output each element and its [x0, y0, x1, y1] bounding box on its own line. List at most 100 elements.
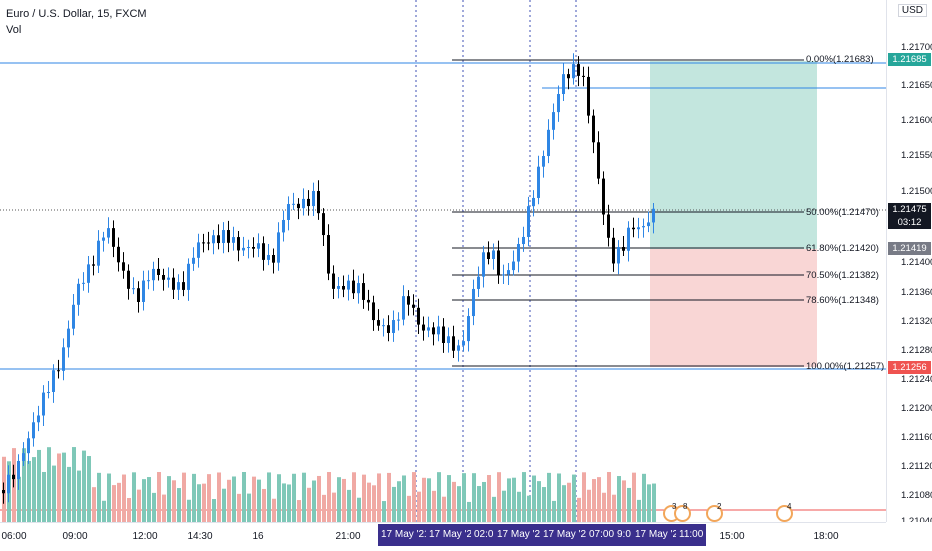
- candle-body: [27, 438, 30, 454]
- candle-body: [482, 252, 485, 277]
- volume-bar: [627, 487, 631, 522]
- time-chip[interactable]: 11:00: [676, 524, 707, 546]
- time-chip[interactable]: 17 May '21: [426, 524, 481, 546]
- volume-bar: [572, 474, 576, 522]
- chart-area[interactable]: Euro / U.S. Dollar, 15, FXCM Vol 0.00%(1…: [0, 0, 886, 522]
- candle-body: [472, 288, 475, 317]
- volume-bar: [242, 472, 246, 522]
- bar-countdown: 03:12: [897, 217, 922, 228]
- candle-body: [562, 74, 565, 95]
- volume-bar: [452, 481, 456, 522]
- volume-bar: [87, 456, 91, 522]
- volume-bar: [517, 491, 521, 522]
- currency-selector[interactable]: USD: [897, 4, 927, 17]
- economic-event-flag-icon[interactable]: [776, 505, 793, 522]
- symbol-title[interactable]: Euro / U.S. Dollar, 15, FXCM: [6, 8, 147, 20]
- volume-bar: [282, 483, 286, 522]
- candle-body: [342, 286, 345, 290]
- candle-body: [337, 286, 340, 289]
- volume-bar: [407, 495, 411, 522]
- candle-body: [57, 370, 60, 372]
- current-price-tag: 1.21475 03:12: [888, 203, 931, 229]
- price-axis[interactable]: USD 1.21700 1.21650 1.21600 1.21550 1.21…: [886, 0, 932, 527]
- volume-bar: [172, 480, 176, 522]
- volume-bar: [587, 489, 591, 522]
- price-tick: 1.21200: [901, 403, 932, 414]
- volume-bar: [477, 486, 481, 522]
- candle-body: [492, 250, 495, 259]
- volume-indicator-label[interactable]: Vol: [6, 24, 22, 36]
- volume-bar: [222, 488, 226, 522]
- target-zone[interactable]: [650, 61, 817, 249]
- axis-corner: [886, 522, 932, 550]
- candle-body: [227, 230, 230, 243]
- stop-zone[interactable]: [650, 249, 817, 367]
- volume-bar: [612, 494, 616, 522]
- time-chip[interactable]: 17 May '21: [540, 524, 595, 546]
- volume-bar: [72, 447, 76, 522]
- time-axis[interactable]: 06:00 09:00 12:00 14:30 16 21:00 15:00 1…: [0, 522, 886, 551]
- candle-body: [207, 242, 210, 244]
- event-count: 2: [717, 502, 722, 511]
- candle-body: [282, 219, 285, 233]
- candle-body: [157, 268, 160, 276]
- candle-body: [262, 243, 265, 260]
- volume-bar: [127, 497, 131, 522]
- candle-body: [297, 203, 300, 209]
- volume-bar: [632, 472, 636, 522]
- price-chart[interactable]: [0, 0, 886, 522]
- fib-label-61-8: 61.80%(1.21420): [806, 243, 879, 254]
- candle-body: [422, 324, 425, 331]
- candle-body: [237, 237, 240, 251]
- price-tick: 1.21040: [901, 516, 932, 527]
- economic-event-flag-icon[interactable]: [674, 505, 691, 522]
- time-chip[interactable]: 17 May '21: [378, 524, 433, 546]
- economic-event-flag-icon[interactable]: [706, 505, 723, 522]
- candle-body: [162, 275, 165, 280]
- time-chip[interactable]: 17 May '21: [632, 524, 687, 546]
- candle-body: [552, 112, 555, 130]
- price-tick: 1.21280: [901, 345, 932, 356]
- price-tick: 1.21240: [901, 374, 932, 385]
- candle-body: [222, 230, 225, 244]
- time-tick: 12:00: [132, 531, 158, 542]
- candle-body: [502, 274, 505, 276]
- candle-body: [607, 214, 610, 238]
- time-chip[interactable]: 07:00: [586, 524, 618, 546]
- candle-body: [102, 237, 105, 241]
- volume-bar: [417, 491, 421, 522]
- candle-body: [117, 246, 120, 263]
- volume-bar: [137, 489, 141, 522]
- time-chip[interactable]: 9:0: [614, 524, 634, 546]
- volume-bar: [487, 475, 491, 522]
- volume-bars: [2, 447, 656, 522]
- candle-body: [397, 319, 400, 321]
- candle-body: [142, 280, 145, 302]
- volume-bar: [182, 472, 186, 522]
- volume-bar: [602, 492, 606, 522]
- candle-body: [267, 255, 270, 260]
- candle-body: [112, 228, 115, 247]
- volume-bar: [177, 488, 181, 522]
- volume-bar: [427, 478, 431, 522]
- volume-bar: [187, 499, 191, 522]
- candle-body: [647, 222, 650, 227]
- volume-bar: [337, 477, 341, 522]
- candle-body: [277, 232, 280, 263]
- candle-body: [187, 263, 190, 290]
- volume-bar: [37, 449, 41, 522]
- volume-bar: [367, 482, 371, 522]
- candle-body: [327, 235, 330, 274]
- volume-bar: [312, 480, 316, 522]
- candle-body: [572, 64, 575, 79]
- volume-bar: [597, 477, 601, 522]
- volume-bar: [257, 479, 261, 522]
- vertical-dotted-lines[interactable]: [415, 0, 577, 522]
- candlesticks[interactable]: [2, 53, 655, 504]
- volume-bar: [462, 473, 466, 522]
- time-chip[interactable]: 17 May '21: [494, 524, 549, 546]
- volume-bar: [567, 482, 571, 522]
- candle-body: [567, 74, 570, 79]
- volume-bar: [467, 501, 471, 522]
- time-chip[interactable]: 02:0: [471, 524, 497, 546]
